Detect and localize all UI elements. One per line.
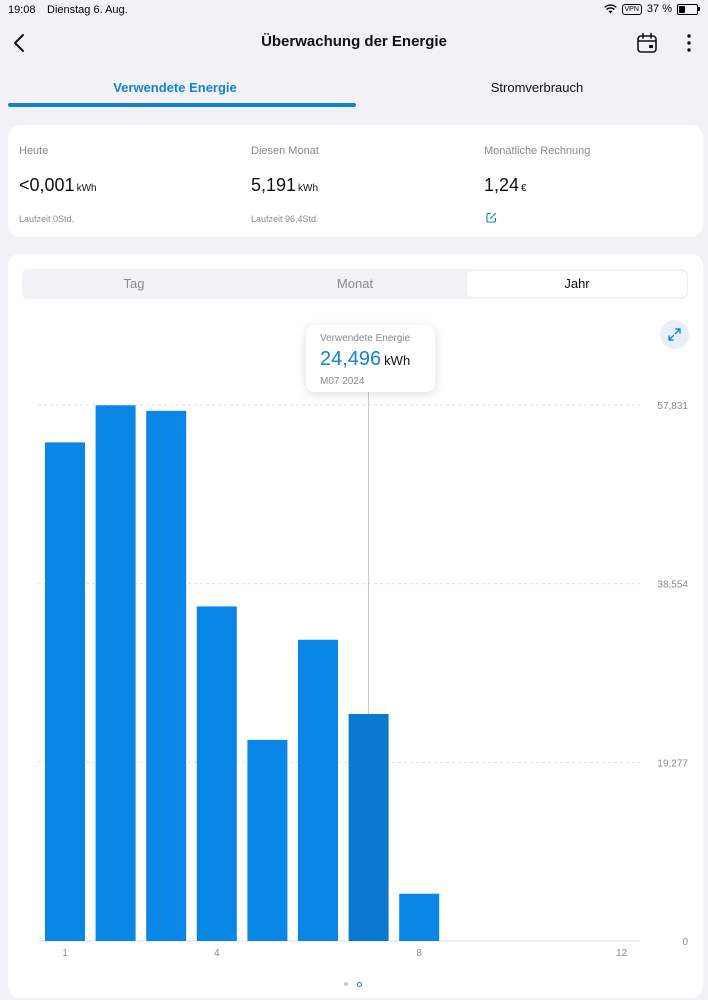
bar-month-7 — [348, 713, 389, 941]
today-unit: kWh — [76, 183, 97, 194]
battery-percent: 37 % — [646, 3, 672, 15]
x-tick-label: 4 — [214, 948, 220, 959]
tab-energy-used[interactable]: Verwendete Energie — [113, 80, 237, 95]
x-tick-label: 12 — [616, 948, 628, 959]
tooltip-value-number: 24,496 — [320, 348, 382, 370]
segment-day[interactable]: Tag — [123, 276, 145, 291]
bar-month-4 — [196, 606, 237, 941]
x-tick-label: 1 — [62, 948, 68, 959]
battery-icon — [677, 3, 700, 15]
month-value-number: 5,191 — [251, 175, 297, 195]
bar-month-6 — [298, 639, 338, 941]
tooltip-unit: kWh — [384, 353, 411, 368]
more-vertical-icon[interactable] — [684, 33, 694, 53]
today-label: Heute — [19, 145, 49, 157]
x-tick-label: 8 — [416, 948, 422, 959]
y-tick-label: 38,554 — [657, 580, 688, 591]
bill-label: Monatliche Rechnung — [484, 145, 591, 157]
bill-unit: € — [521, 183, 527, 194]
bar-month-3 — [146, 410, 187, 941]
bill-value-number: 1,24 — [484, 175, 520, 195]
tooltip-value: 24,496 kWh — [320, 348, 410, 371]
tooltip-label: Verwendete Energie — [320, 333, 411, 344]
bar-month-1 — [45, 442, 85, 941]
expand-icon[interactable] — [660, 320, 689, 349]
vpn-badge: VPN — [621, 3, 642, 15]
bill-value: 1,24 € — [484, 175, 527, 196]
chart-tooltip: Verwendete Energie 24,496 kWh M07 2024 — [306, 325, 435, 392]
page-title: Überwachung der Energie — [261, 33, 447, 50]
month-runtime: Laufzeit 96,4Std. — [251, 214, 319, 224]
status-date: Dienstag 6. Aug. — [47, 4, 128, 16]
page-dot-2[interactable] — [357, 982, 362, 987]
period-segmented-control: Tag Monat Jahr — [22, 269, 688, 299]
today-value: <0,001 kWh — [19, 175, 97, 196]
month-value: 5,191 kWh — [251, 175, 318, 196]
page-dot-1[interactable] — [344, 982, 348, 986]
status-bar: 19:08 Dienstag 6. Aug. VPN 37 % — [0, 0, 708, 22]
bar-month-2 — [95, 405, 136, 941]
tab-power-consumption[interactable]: Stromverbrauch — [490, 80, 584, 95]
segment-month[interactable]: Monat — [336, 276, 374, 291]
status-time: 19:08 — [8, 4, 36, 16]
month-unit: kWh — [298, 183, 319, 194]
bar-month-8 — [399, 893, 440, 941]
page-indicator — [344, 982, 362, 987]
today-value-number: <0,001 — [19, 175, 75, 195]
y-tick-label: 19,277 — [657, 758, 688, 769]
status-right: VPN 37 % — [603, 3, 700, 15]
month-label: Diesen Monat — [251, 145, 319, 157]
chevron-left-icon[interactable] — [10, 32, 30, 54]
tooltip-date: M07 2024 — [320, 376, 365, 387]
active-tab-indicator — [8, 103, 356, 107]
today-runtime: Laufzeit 0Std. — [19, 214, 75, 224]
y-tick-label: 57,831 — [657, 401, 688, 412]
y-tick-label: 0 — [682, 937, 688, 948]
edit-icon[interactable] — [486, 212, 497, 223]
segment-year[interactable]: Jahr — [467, 271, 687, 297]
calendar-icon[interactable] — [636, 32, 658, 54]
wifi-icon — [603, 4, 617, 14]
bar-month-5 — [247, 739, 288, 941]
summary-card: Heute <0,001 kWh Laufzeit 0Std. Diesen Mo… — [8, 125, 703, 237]
